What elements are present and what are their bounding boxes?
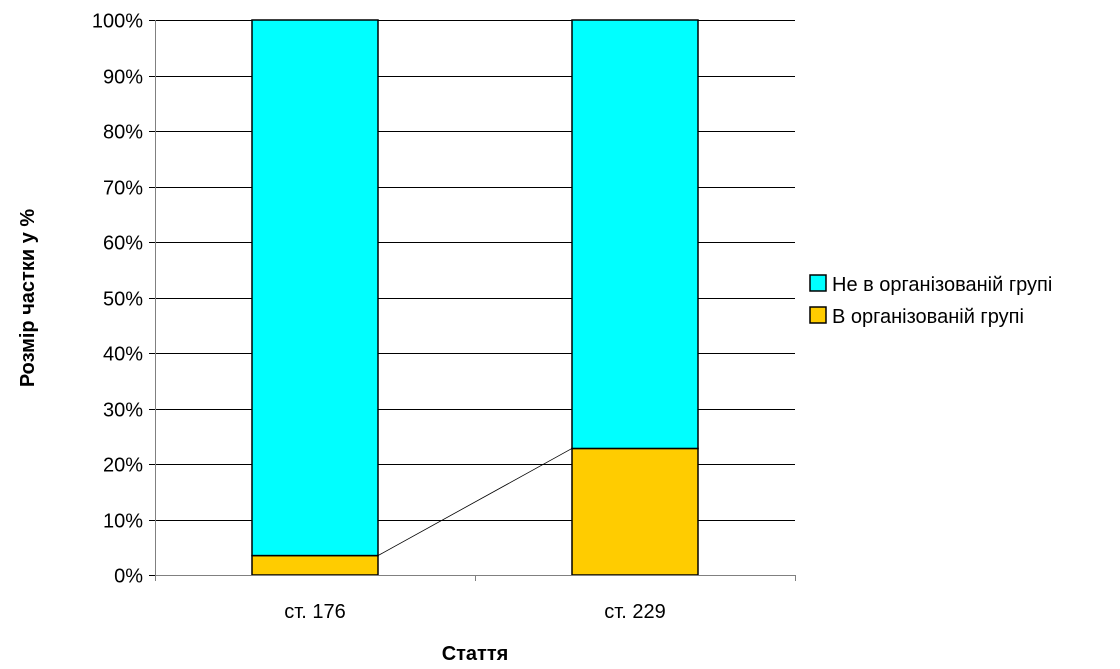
- gridlines: [155, 20, 795, 521]
- y-tick-label: 90%: [103, 67, 143, 89]
- y-tick-label: 20%: [103, 455, 143, 477]
- y-tick-label: 60%: [103, 233, 143, 255]
- series-lines: [377, 448, 573, 556]
- bar-segment: [251, 554, 379, 576]
- bar-segment: [571, 19, 699, 450]
- x-tick-label: ст. 176: [284, 601, 345, 623]
- x-tick-label: ст. 229: [604, 601, 665, 623]
- y-tick-label: 40%: [103, 344, 143, 366]
- bar-segment: [251, 19, 379, 557]
- y-tick-label: 50%: [103, 289, 143, 311]
- y-tick-label: 80%: [103, 122, 143, 144]
- legend: Не в організованій групі В організованій …: [809, 274, 1052, 328]
- y-axis-title: Розмір частки у %: [17, 209, 39, 388]
- legend-swatch: [809, 274, 827, 292]
- y-tick-label: 30%: [103, 400, 143, 422]
- y-tick-label: 10%: [103, 511, 143, 533]
- x-axis-title: Стаття: [442, 643, 509, 664]
- bars: [251, 19, 699, 576]
- y-tick-label: 0%: [114, 566, 143, 588]
- y-tick-labels: 0% 10% 20% 30% 40% 50% 60% 70% 80% 90% 100%: [92, 11, 143, 588]
- y-tick-label: 70%: [103, 178, 143, 200]
- y-tick-label: 100%: [92, 11, 143, 33]
- bar-segment: [571, 447, 699, 576]
- axes: [149, 20, 796, 581]
- x-tick-labels: ст. 176 ст. 229: [284, 601, 665, 623]
- series-line: [377, 448, 573, 556]
- legend-label: В організованій групі: [832, 306, 1024, 328]
- legend-swatch: [809, 306, 827, 324]
- legend-label: Не в організованій групі: [832, 274, 1052, 296]
